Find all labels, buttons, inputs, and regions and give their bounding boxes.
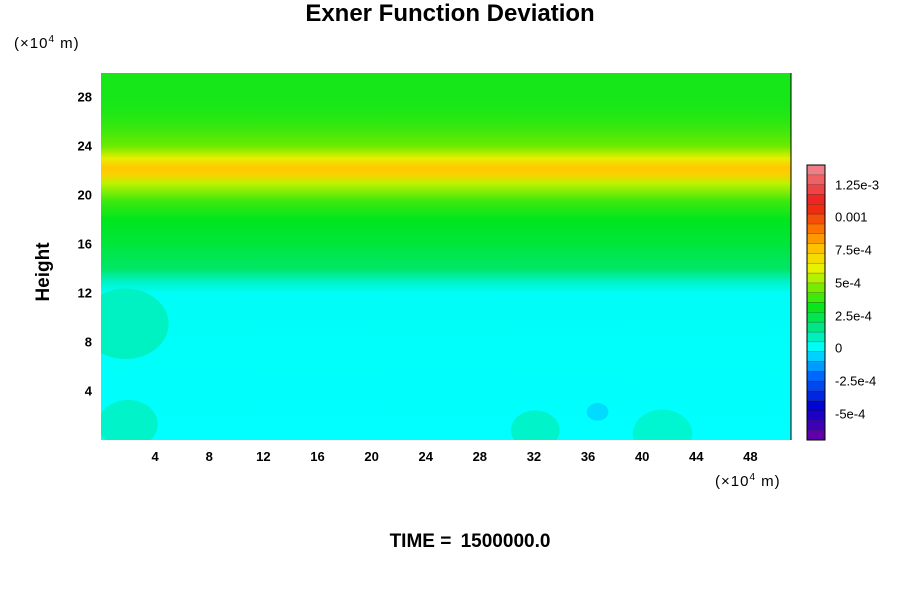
colorbar-band [806, 292, 826, 303]
field-background [101, 73, 791, 440]
colorbar-band [806, 262, 826, 274]
x-axis-unit: (×104 m) [715, 472, 781, 490]
colorbar-tick-label: -5e-4 [835, 406, 866, 422]
colorbar-band [806, 204, 826, 215]
y-tick-label: 24 [77, 138, 92, 154]
colorbar-band [806, 302, 826, 313]
colorbar-tick-label: 0 [835, 340, 843, 356]
colorbar-band [806, 400, 826, 411]
contour-feature [510, 410, 560, 440]
colorbar-tick-label: 2.5e-4 [835, 308, 872, 324]
y-tick-label: 16 [77, 236, 92, 252]
x-tick-label: 28 [472, 449, 488, 464]
colorbar-band [806, 282, 826, 293]
colorbar-band [806, 420, 826, 431]
x-tick-label: 36 [580, 449, 596, 464]
colorbar-band [806, 341, 826, 352]
colorbar-band [806, 390, 826, 401]
colorbar-band [806, 253, 826, 264]
colorbar-tick-label: -2.5e-4 [835, 373, 877, 389]
y-tick-label: 4 [84, 383, 92, 399]
colorbar-band [806, 184, 826, 195]
colorbar-band [806, 410, 826, 421]
colorbar-band [806, 380, 826, 392]
x-tick-label: 8 [205, 449, 213, 464]
colorbar-band [806, 243, 826, 254]
x-tick-label: 48 [743, 449, 758, 464]
time-readout: TIME = 1500000.0 [389, 531, 551, 552]
colorbar-band [806, 331, 826, 343]
colorbar-band [806, 361, 826, 372]
x-tick-label: 24 [418, 449, 433, 464]
colorbar-band [806, 351, 826, 362]
contour-feature [101, 288, 169, 360]
contour-feature [101, 399, 158, 440]
x-tick-label: 4 [151, 449, 159, 464]
colorbar-band [806, 223, 826, 235]
x-tick-label: 20 [364, 449, 379, 464]
colorbar-band [806, 371, 826, 382]
colorbar-tick-label: 0.001 [835, 209, 868, 225]
y-tick-label: 20 [77, 187, 92, 203]
y-axis-unit: (×104 m) [14, 34, 80, 52]
y-tick-label: 8 [84, 334, 92, 350]
colorbar-band [806, 164, 826, 176]
colorbar-band [806, 174, 826, 185]
x-tick-label: 12 [256, 449, 271, 464]
colorbar-tick-label: 1.25e-3 [835, 177, 880, 193]
colorbar-band [806, 321, 826, 333]
x-tick-label: 16 [310, 449, 325, 464]
contour-feature [632, 409, 693, 440]
colorbar-band [806, 233, 826, 244]
y-tick-label: 28 [77, 89, 92, 105]
colorbar-band [806, 194, 826, 205]
colorbar-band [806, 312, 826, 323]
colorbar-tick-label: 7.5e-4 [835, 242, 872, 258]
contour-feature [586, 403, 609, 421]
colorbar [806, 164, 826, 441]
colorbar-tick-label: 5e-4 [835, 275, 862, 291]
x-tick-label: 44 [689, 449, 704, 464]
x-tick-label: 32 [526, 449, 542, 464]
y-tick-label: 12 [77, 285, 92, 301]
colorbar-band [806, 272, 826, 284]
colorbar-band [806, 213, 826, 225]
colorbar-frame [806, 164, 826, 441]
x-tick-label: 40 [634, 449, 650, 464]
colorbar-band [806, 429, 826, 441]
chart-title: Exner Function Deviation [305, 0, 595, 27]
